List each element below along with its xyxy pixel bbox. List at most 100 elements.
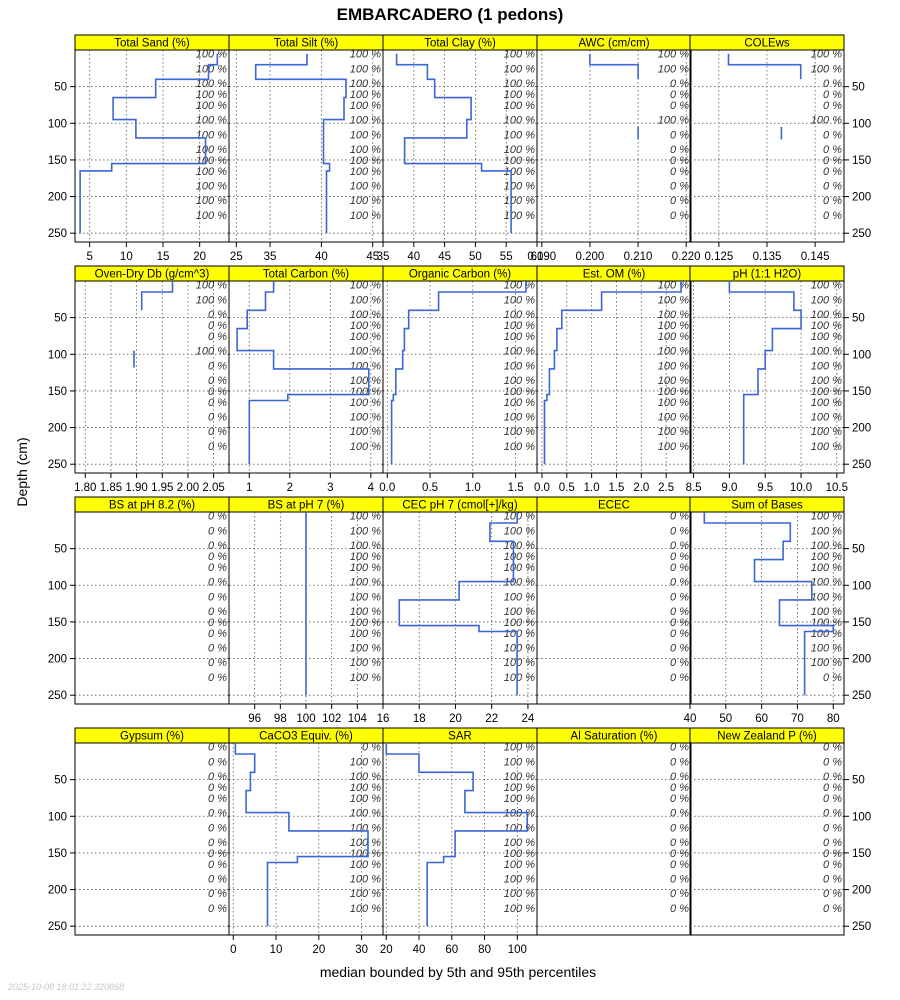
percent-label: 0 % bbox=[208, 643, 227, 655]
percent-label: 0 % bbox=[208, 822, 227, 834]
percent-label: 100 % bbox=[811, 346, 842, 358]
y-tick-label: 200 bbox=[852, 192, 871, 204]
y-tick-label: 150 bbox=[48, 155, 67, 167]
percent-label: 100 % bbox=[811, 49, 842, 61]
percent-label: 100 % bbox=[196, 144, 227, 156]
percent-label: 100 % bbox=[350, 100, 381, 112]
percent-label: 0 % bbox=[208, 412, 227, 424]
percent-label: 0 % bbox=[823, 195, 842, 207]
percent-label: 0 % bbox=[208, 375, 227, 387]
percent-label: 0 % bbox=[208, 426, 227, 438]
percent-label: 100 % bbox=[196, 346, 227, 358]
percent-label: 100 % bbox=[350, 657, 381, 669]
y-tick-label: 150 bbox=[852, 617, 871, 629]
percent-label: 100 % bbox=[504, 155, 535, 167]
percent-label: 0 % bbox=[670, 166, 689, 178]
x-tick-label: 0.190 bbox=[527, 251, 556, 263]
percent-label: 100 % bbox=[658, 294, 689, 306]
panel-strip-label: BS at pH 8.2 (%) bbox=[109, 500, 195, 512]
x-tick-label: 40 bbox=[413, 944, 426, 956]
percent-label: 0 % bbox=[670, 562, 689, 574]
x-tick-label: 30 bbox=[355, 944, 368, 956]
x-tick-label: 102 bbox=[322, 713, 341, 725]
panel-strip-label: BS at pH 7 (%) bbox=[268, 500, 345, 512]
percent-label: 0 % bbox=[208, 397, 227, 409]
percent-label: 0 % bbox=[670, 903, 689, 915]
percent-label: 100 % bbox=[350, 837, 381, 849]
percent-label: 0 % bbox=[670, 577, 689, 589]
y-tick-label: 150 bbox=[48, 386, 67, 398]
percent-label: 100 % bbox=[350, 63, 381, 75]
x-axis-label: median bounded by 5th and 95th percentil… bbox=[320, 964, 596, 980]
percent-label: 100 % bbox=[504, 617, 535, 629]
percent-label: 0 % bbox=[670, 606, 689, 618]
percent-label: 100 % bbox=[350, 771, 381, 783]
y-tick-label: 50 bbox=[852, 82, 865, 94]
percent-label: 100 % bbox=[811, 525, 842, 537]
percent-label: 100 % bbox=[350, 280, 381, 292]
percent-label: 100 % bbox=[658, 49, 689, 61]
percent-label: 0 % bbox=[208, 837, 227, 849]
percent-label: 100 % bbox=[350, 331, 381, 343]
percent-label: 100 % bbox=[504, 375, 535, 387]
percent-label: 100 % bbox=[658, 280, 689, 292]
x-tick-label: 80 bbox=[827, 713, 840, 725]
y-tick-label: 100 bbox=[852, 118, 871, 130]
x-tick-label: 0.220 bbox=[672, 251, 701, 263]
x-tick-label: 1.85 bbox=[100, 482, 122, 494]
y-tick-label: 250 bbox=[852, 459, 871, 471]
percent-label: 100 % bbox=[811, 63, 842, 75]
panel-strip-label: Total Clay (%) bbox=[424, 38, 496, 50]
percent-label: 100 % bbox=[811, 115, 842, 127]
percent-label: 0 % bbox=[670, 859, 689, 871]
percent-label: 100 % bbox=[658, 360, 689, 372]
percent-label: 0 % bbox=[208, 888, 227, 900]
percent-label: 100 % bbox=[658, 320, 689, 332]
x-tick-label: 0.135 bbox=[753, 251, 782, 263]
panel-frame bbox=[536, 742, 692, 936]
percent-label: 0 % bbox=[670, 551, 689, 563]
percent-label: 100 % bbox=[811, 551, 842, 563]
percent-label: 100 % bbox=[350, 78, 381, 90]
chart-title: EMBARCADERO (1 pedons) bbox=[337, 5, 564, 24]
percent-label: 100 % bbox=[350, 375, 381, 387]
percent-label: 100 % bbox=[658, 375, 689, 387]
percent-label: 100 % bbox=[811, 375, 842, 387]
median-profile-line bbox=[234, 743, 369, 927]
percent-label: 100 % bbox=[196, 129, 227, 141]
percent-label: 0 % bbox=[823, 742, 842, 754]
percent-label: 0 % bbox=[208, 331, 227, 343]
percent-label: 100 % bbox=[504, 562, 535, 574]
percent-label: 100 % bbox=[504, 294, 535, 306]
panel-strip-label: Gypsum (%) bbox=[120, 731, 184, 743]
percent-label: 100 % bbox=[504, 756, 535, 768]
percent-label: 100 % bbox=[504, 320, 535, 332]
x-tick-label: 3 bbox=[327, 482, 333, 494]
x-tick-label: 0.145 bbox=[801, 251, 830, 263]
panel-frame bbox=[74, 280, 230, 474]
x-tick-label: 0.0 bbox=[534, 482, 550, 494]
percent-label: 100 % bbox=[350, 309, 381, 321]
x-tick-label: 0.5 bbox=[559, 482, 575, 494]
y-tick-label: 100 bbox=[48, 349, 67, 361]
percent-label: 100 % bbox=[504, 346, 535, 358]
percent-label: 100 % bbox=[504, 210, 535, 222]
x-tick-label: 20 bbox=[449, 713, 462, 725]
percent-label: 0 % bbox=[823, 756, 842, 768]
percent-label: 100 % bbox=[350, 294, 381, 306]
x-tick-label: 20 bbox=[193, 251, 206, 263]
percent-label: 0 % bbox=[823, 888, 842, 900]
y-tick-label: 200 bbox=[852, 885, 871, 897]
x-tick-label: 70 bbox=[791, 713, 804, 725]
percent-label: 100 % bbox=[350, 511, 381, 523]
percent-label: 100 % bbox=[658, 441, 689, 453]
percent-label: 100 % bbox=[196, 49, 227, 61]
panel-19: New Zealand P (%)0 %0 %0 %0 %0 %0 %0 %0 … bbox=[689, 727, 871, 936]
percent-label: 0 % bbox=[670, 591, 689, 603]
x-tick-label: 100 bbox=[508, 944, 527, 956]
percent-label: 100 % bbox=[811, 294, 842, 306]
